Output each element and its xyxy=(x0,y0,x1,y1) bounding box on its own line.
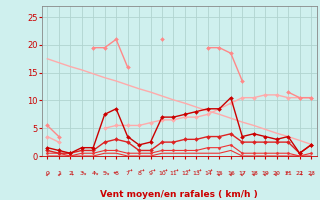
Text: ↑: ↑ xyxy=(250,168,257,175)
Text: ↑: ↑ xyxy=(101,168,108,175)
Text: ↑: ↑ xyxy=(228,168,234,175)
Text: ↑: ↑ xyxy=(159,168,164,173)
Text: ↑: ↑ xyxy=(125,168,130,173)
Text: ↑: ↑ xyxy=(171,168,176,173)
Text: ↑: ↑ xyxy=(114,168,119,173)
Text: ↑: ↑ xyxy=(273,168,280,175)
Text: ↑: ↑ xyxy=(205,168,210,173)
Text: ↑: ↑ xyxy=(44,168,51,175)
Text: ↑: ↑ xyxy=(90,168,97,175)
Text: ↑: ↑ xyxy=(68,168,73,173)
X-axis label: Vent moyen/en rafales ( km/h ): Vent moyen/en rafales ( km/h ) xyxy=(100,190,258,199)
Text: ↑: ↑ xyxy=(262,168,268,175)
Text: ↑: ↑ xyxy=(308,168,315,175)
Text: ↑: ↑ xyxy=(78,168,85,175)
Text: ↑: ↑ xyxy=(297,168,302,173)
Text: ↑: ↑ xyxy=(148,168,153,173)
Text: ↑: ↑ xyxy=(182,168,188,173)
Text: ↑: ↑ xyxy=(286,168,291,173)
Text: ↑: ↑ xyxy=(216,168,223,175)
Text: ↑: ↑ xyxy=(194,168,199,173)
Text: ↑: ↑ xyxy=(239,168,246,175)
Text: ↑: ↑ xyxy=(137,168,141,173)
Text: ↑: ↑ xyxy=(55,168,62,175)
